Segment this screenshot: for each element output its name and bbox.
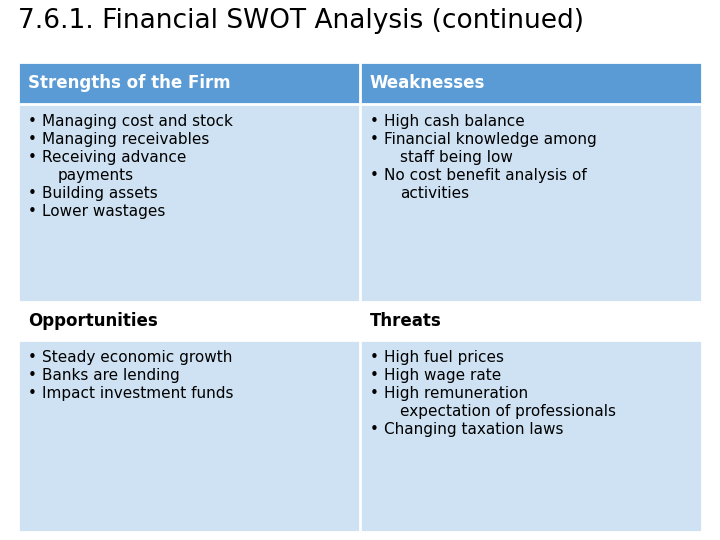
Text: •: •	[28, 114, 37, 129]
Text: Impact investment funds: Impact investment funds	[42, 386, 233, 401]
Bar	[18, 62, 702, 532]
Text: •: •	[28, 150, 37, 165]
Text: Changing taxation laws: Changing taxation laws	[384, 422, 564, 437]
Bar	[18, 340, 360, 532]
Bar	[18, 302, 360, 340]
Text: •: •	[370, 114, 379, 129]
Text: •: •	[28, 386, 37, 401]
Text: •: •	[370, 422, 379, 437]
Text: Lower wastages: Lower wastages	[42, 204, 166, 219]
Text: High cash balance: High cash balance	[384, 114, 525, 129]
Text: No cost benefit analysis of: No cost benefit analysis of	[384, 168, 587, 183]
Text: Managing cost and stock: Managing cost and stock	[42, 114, 233, 129]
Text: •: •	[370, 386, 379, 401]
Text: •: •	[370, 368, 379, 383]
Text: •: •	[370, 168, 379, 183]
Text: •: •	[28, 186, 37, 201]
Text: Receiving advance: Receiving advance	[42, 150, 186, 165]
Bar	[360, 62, 702, 104]
Text: Strengths of the Firm: Strengths of the Firm	[28, 74, 230, 92]
Text: payments: payments	[58, 168, 134, 183]
Bar	[18, 104, 360, 302]
Bar	[360, 302, 702, 340]
Text: Financial knowledge among: Financial knowledge among	[384, 132, 597, 147]
Text: staff being low: staff being low	[400, 150, 513, 165]
Text: Weaknesses: Weaknesses	[370, 74, 485, 92]
Text: High fuel prices: High fuel prices	[384, 350, 504, 365]
Bar	[360, 340, 702, 532]
Text: Threats: Threats	[370, 312, 442, 330]
Text: Steady economic growth: Steady economic growth	[42, 350, 233, 365]
Text: Opportunities: Opportunities	[28, 312, 158, 330]
Text: 7.6.1. Financial SWOT Analysis (continued): 7.6.1. Financial SWOT Analysis (continue…	[18, 8, 584, 34]
Text: Banks are lending: Banks are lending	[42, 368, 180, 383]
Text: •: •	[370, 350, 379, 365]
Text: High wage rate: High wage rate	[384, 368, 501, 383]
Text: Building assets: Building assets	[42, 186, 158, 201]
Text: Managing receivables: Managing receivables	[42, 132, 210, 147]
Text: •: •	[28, 132, 37, 147]
Text: •: •	[28, 350, 37, 365]
Text: activities: activities	[400, 186, 469, 201]
Text: expectation of professionals: expectation of professionals	[400, 404, 616, 419]
Bar	[18, 62, 360, 104]
Text: •: •	[28, 204, 37, 219]
Text: High remuneration: High remuneration	[384, 386, 528, 401]
Text: •: •	[28, 368, 37, 383]
Text: •: •	[370, 132, 379, 147]
Bar	[360, 104, 702, 302]
